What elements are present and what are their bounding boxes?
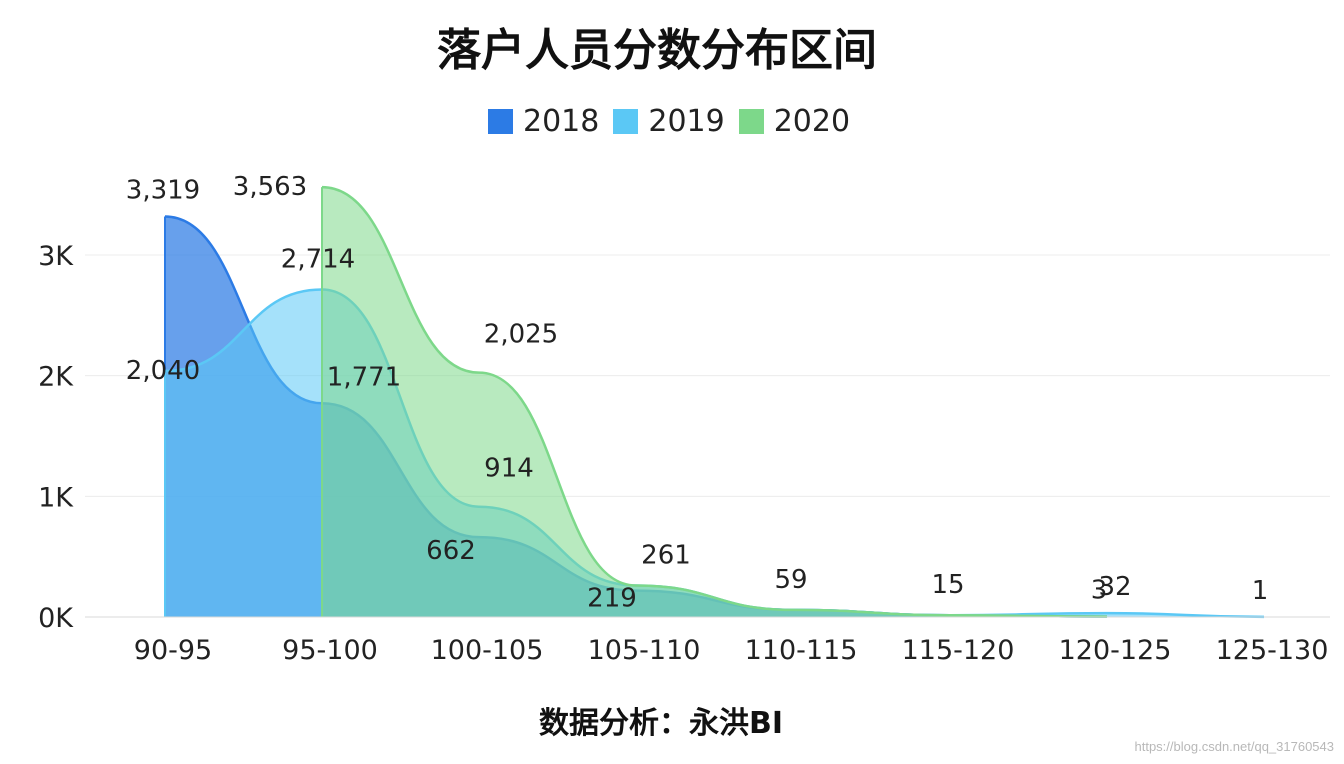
- data-label-2019-125-130: 1: [1252, 576, 1269, 606]
- data-label-2019-105-110: 261: [641, 541, 691, 571]
- label-layer: 3,319 1,771 662 219 59 15 3 2,040 2,714 914 261 32 1…: [126, 172, 1268, 614]
- legend-item-2020[interactable]: 2020: [738, 104, 851, 139]
- data-label-2019-120-125: 32: [1098, 572, 1131, 602]
- data-label-2020-95-100: 3,563: [233, 172, 307, 202]
- chart-title: 落户人员分数分布区间: [437, 25, 877, 76]
- x-tick-label-95-100: 95-100: [282, 635, 378, 666]
- data-label-2019-100-105: 914: [484, 454, 534, 484]
- area-2020: [322, 187, 1107, 617]
- x-tick-label-120-125: 120-125: [1059, 635, 1172, 666]
- data-label-2018-100-105: 662: [426, 536, 476, 566]
- legend-swatch-2018: [488, 109, 513, 134]
- y-tick-label-3K: 3K: [38, 241, 74, 272]
- data-label-2020-100-105: 2,025: [484, 320, 558, 350]
- data-label-2019-95-100: 2,714: [281, 245, 355, 275]
- chart-footer: 数据分析：永洪BI: [538, 706, 784, 741]
- legend: 2018 2019 2020: [488, 104, 864, 139]
- legend-swatch-2019: [613, 109, 639, 134]
- y-tick-label-2K: 2K: [38, 362, 74, 393]
- data-label-2018-120-125: 3: [1091, 576, 1108, 606]
- legend-label-2019: 2019: [648, 104, 725, 139]
- data-label-2018-110-115: 59: [774, 565, 807, 595]
- data-label-2018-90-95: 3,319: [126, 176, 200, 206]
- x-tick-label-90-95: 90-95: [134, 635, 212, 666]
- x-tick-label-115-120: 115-120: [902, 635, 1015, 666]
- legend-item-2019[interactable]: 2019: [613, 104, 725, 139]
- y-tick-label-0K: 0K: [38, 603, 74, 634]
- legend-swatch-2020: [738, 109, 764, 134]
- data-label-2018-115-120: 15: [931, 570, 964, 600]
- x-tick-label-100-105: 100-105: [431, 635, 544, 666]
- x-tick-label-105-110: 105-110: [588, 635, 701, 666]
- area-layer: [164, 185, 1265, 619]
- data-label-2018-95-100: 1,771: [327, 362, 401, 392]
- line-2020: [321, 185, 1108, 618]
- legend-label-2020: 2020: [773, 104, 851, 139]
- x-tick-label-110-115: 110-115: [745, 635, 858, 666]
- y-tick-label-1K: 1K: [38, 482, 74, 513]
- axis-layer: 0K 1K 2K 3K 90-95 95-100 100-105 105-110 110-115…: [38, 241, 1330, 666]
- legend-label-2018: 2018: [523, 104, 600, 139]
- x-tick-label-125-130: 125-130: [1216, 635, 1329, 666]
- watermark: https://blog.csdn.net/qq_31760543: [1134, 739, 1335, 754]
- legend-item-2018[interactable]: 2018: [488, 104, 599, 139]
- data-label-2018-105-110: 219: [587, 584, 637, 614]
- data-label-2019-90-95: 2,040: [126, 356, 200, 386]
